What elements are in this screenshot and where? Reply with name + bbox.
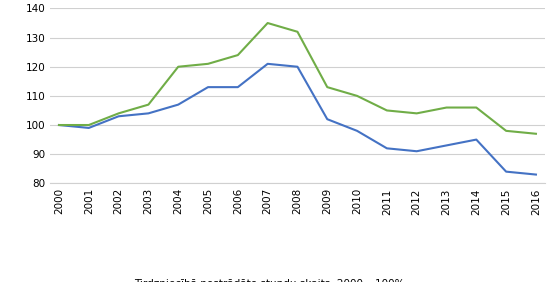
Tirdzniecībā nodarbīnāto skaits, 2000 = 100%: [56, 123, 62, 127]
Line: Tirdzniecībā nodarbīnāto skaits, 2000 = 100%: Tirdzniecībā nodarbīnāto skaits, 2000 = …: [59, 23, 536, 134]
Tirdzniecībā nostrādāto stundu skaits, 2000 =100%: [413, 149, 420, 153]
Tirdzniecībā nostrādāto stundu skaits, 2000 =100%: [205, 85, 211, 89]
Tirdzniecībā nostrādāto stundu skaits, 2000 =100%: [354, 129, 360, 133]
Tirdzniecībā nostrādāto stundu skaits, 2000 =100%: [56, 123, 62, 127]
Tirdzniecībā nostrādāto stundu skaits, 2000 =100%: [533, 173, 539, 176]
Tirdzniecībā nostrādāto stundu skaits, 2000 =100%: [115, 114, 122, 118]
Tirdzniecībā nostrādāto stundu skaits, 2000 =100%: [175, 103, 182, 106]
Tirdzniecībā nodarbīnāto skaits, 2000 = 100%: [145, 103, 152, 106]
Tirdzniecībā nostrādāto stundu skaits, 2000 =100%: [86, 126, 92, 130]
Tirdzniecībā nodarbīnāto skaits, 2000 = 100%: [503, 129, 509, 133]
Tirdzniecībā nodarbīnāto skaits, 2000 = 100%: [443, 106, 450, 109]
Tirdzniecībā nostrādāto stundu skaits, 2000 =100%: [264, 62, 271, 65]
Tirdzniecībā nodarbīnāto skaits, 2000 = 100%: [86, 123, 92, 127]
Tirdzniecībā nostrādāto stundu skaits, 2000 =100%: [294, 65, 301, 69]
Tirdzniecībā nodarbīnāto skaits, 2000 = 100%: [533, 132, 539, 135]
Tirdzniecībā nostrādāto stundu skaits, 2000 =100%: [324, 118, 331, 121]
Tirdzniecībā nodarbīnāto skaits, 2000 = 100%: [205, 62, 211, 65]
Tirdzniecībā nostrādāto stundu skaits, 2000 =100%: [384, 147, 390, 150]
Tirdzniecībā nodarbīnāto skaits, 2000 = 100%: [473, 106, 480, 109]
Tirdzniecībā nostrādāto stundu skaits, 2000 =100%: [503, 170, 509, 173]
Tirdzniecībā nodarbīnāto skaits, 2000 = 100%: [324, 85, 331, 89]
Legend: Tirdzniecībā nostrādāto stundu skaits, 2000 =100%, Tirdzniecībā nodarbīnāto skai: Tirdzniecībā nostrādāto stundu skaits, 2…: [105, 279, 404, 282]
Tirdzniecībā nodarbīnāto skaits, 2000 = 100%: [115, 112, 122, 115]
Tirdzniecībā nodarbīnāto skaits, 2000 = 100%: [175, 65, 182, 69]
Tirdzniecībā nodarbīnāto skaits, 2000 = 100%: [235, 53, 241, 57]
Tirdzniecībā nodarbīnāto skaits, 2000 = 100%: [384, 109, 390, 112]
Tirdzniecībā nostrādāto stundu skaits, 2000 =100%: [235, 85, 241, 89]
Tirdzniecībā nodarbīnāto skaits, 2000 = 100%: [264, 21, 271, 25]
Tirdzniecībā nodarbīnāto skaits, 2000 = 100%: [354, 94, 360, 98]
Tirdzniecībā nostrādāto stundu skaits, 2000 =100%: [145, 112, 152, 115]
Tirdzniecībā nodarbīnāto skaits, 2000 = 100%: [413, 112, 420, 115]
Line: Tirdzniecībā nostrādāto stundu skaits, 2000 =100%: Tirdzniecībā nostrādāto stundu skaits, 2…: [59, 64, 536, 175]
Tirdzniecībā nostrādāto stundu skaits, 2000 =100%: [443, 144, 450, 147]
Tirdzniecībā nostrādāto stundu skaits, 2000 =100%: [473, 138, 480, 141]
Tirdzniecībā nodarbīnāto skaits, 2000 = 100%: [294, 30, 301, 34]
